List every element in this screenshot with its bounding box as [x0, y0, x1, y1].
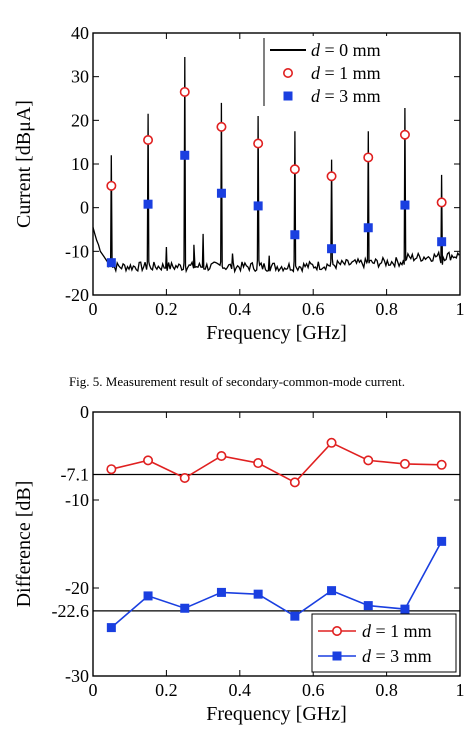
legend-label-d0: d = 0 mm [311, 40, 381, 60]
x-axis-label: Frequency [GHz] [206, 322, 347, 344]
point-d3-square [253, 201, 263, 211]
reference-line-label: -22.6 [52, 601, 90, 621]
reference-line-label: -7.1 [61, 464, 90, 484]
point-d3-square [216, 587, 226, 597]
x-tick-label: 0.6 [302, 299, 325, 319]
difference-chart: 0 0.2 0.4 0.6 0.8 1 -30 -20 -10 0 Frequency [GHz] D… [13, 402, 465, 725]
point-d3-square [290, 230, 300, 240]
x-axis-label: Frequency [GHz] [206, 703, 347, 725]
legend-marker-d1 [282, 68, 293, 79]
point-d1-circle [289, 164, 300, 175]
legend-label-d3: d = 3 mm [311, 86, 381, 106]
point-d1-circle [399, 458, 410, 469]
y-tick-label: -20 [65, 285, 89, 305]
point-d1-circle [179, 473, 190, 484]
point-d3-square [327, 244, 337, 254]
x-tick-label: 1 [456, 680, 465, 700]
point-d3-square [363, 223, 373, 233]
point-d3-square [437, 237, 447, 247]
series-d0-trace [92, 56, 460, 274]
point-d1-circle [106, 180, 117, 191]
legend-label-d1: d = 1 mm [362, 621, 432, 641]
x-tick-label: 0 [89, 299, 98, 319]
y-axis-label: Current [dBμA] [13, 100, 35, 228]
point-d1-circle [253, 458, 264, 469]
y-tick-label: 20 [71, 110, 89, 130]
point-d3-square [180, 150, 190, 160]
point-d3-square [363, 601, 373, 611]
legend-label-d1: d = 1 mm [311, 63, 381, 83]
x-tick-label: 0.2 [155, 680, 178, 700]
point-d3-square [400, 604, 410, 614]
point-d1-circle [289, 477, 300, 488]
series-d1-line [111, 441, 442, 484]
y-tick-label: -10 [65, 490, 89, 510]
point-d3-square [143, 199, 153, 209]
y-tick-label: -20 [65, 578, 89, 598]
point-d1-circle [436, 197, 447, 208]
legend-label-d3: d = 3 mm [362, 646, 432, 666]
point-d3-square [400, 200, 410, 210]
point-d3-square [216, 188, 226, 198]
x-tick-label: 0.4 [229, 299, 252, 319]
legend-marker-d3 [332, 651, 342, 661]
x-tick-label: 0 [89, 680, 98, 700]
y-tick-label: -30 [65, 666, 89, 686]
point-d3-square [106, 623, 116, 633]
point-d1-circle [106, 464, 117, 475]
y-tick-label: 30 [71, 67, 89, 87]
point-d3-square [253, 589, 263, 599]
y-tick-label: 0 [80, 198, 89, 218]
legend-marker-d3 [283, 91, 293, 101]
y-tick-label: 10 [71, 154, 89, 174]
point-d3-square [143, 591, 153, 601]
x-tick-label: 0.4 [229, 680, 252, 700]
point-d3-square [180, 603, 190, 613]
series-d3-line [110, 541, 443, 629]
point-d1-circle [436, 459, 447, 470]
legend-marker-d1 [331, 626, 342, 637]
y-tick-label: 40 [71, 23, 89, 43]
y-axis-label: Difference [dB] [13, 481, 35, 608]
point-d1-circle [216, 450, 227, 461]
point-d1-circle [326, 437, 337, 448]
point-d3-square [327, 586, 337, 596]
x-tick-label: 0.2 [155, 299, 178, 319]
x-tick-label: 0.8 [375, 680, 398, 700]
point-d3-square [437, 536, 447, 546]
point-d1-circle [363, 152, 374, 163]
point-d1-circle [179, 86, 190, 97]
x-tick-label: 1 [456, 299, 465, 319]
y-tick-label: -10 [65, 241, 89, 261]
current-chart: 0 0.2 0.4 0.6 0.8 1 -20 -10 0 10 20 30 40 Frequency [… [13, 23, 465, 344]
point-d1-circle [143, 455, 154, 466]
y-tick-label: 0 [80, 402, 89, 422]
plot-frame [92, 411, 461, 677]
point-d1-circle [363, 455, 374, 466]
point-d1-circle [143, 134, 154, 145]
point-d3-square [290, 611, 300, 621]
figure-caption: Fig. 5. Measurement result of secondary-… [68, 374, 406, 389]
point-d1-circle [216, 121, 227, 132]
x-tick-label: 0.6 [302, 680, 325, 700]
legend-box [311, 613, 457, 673]
x-tick-label: 0.8 [375, 299, 398, 319]
point-d3-square [106, 258, 116, 268]
point-d1-circle [399, 129, 410, 140]
point-d1-circle [326, 171, 337, 182]
point-d1-circle [253, 138, 264, 149]
